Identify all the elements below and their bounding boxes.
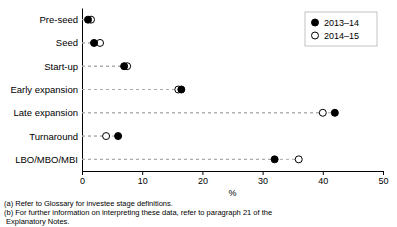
x-tick-label: 10: [138, 176, 148, 186]
x-tick-mark: [263, 171, 264, 175]
series-markers: [88, 16, 327, 163]
marker: [91, 39, 98, 46]
x-tick-label: 30: [258, 176, 268, 186]
legend-frame: [305, 12, 377, 46]
x-tick: 0: [80, 171, 85, 186]
footnote: (b) For further information on interpret…: [4, 208, 272, 217]
y-tick: LBO/MBO/MBI: [15, 154, 78, 165]
x-tick-mark: [323, 171, 324, 175]
connector: [82, 89, 178, 90]
x-tick: 20: [198, 171, 208, 186]
y-tick: Late expansion: [14, 107, 78, 118]
x-axis-line: [83, 172, 384, 176]
marker: [85, 16, 92, 23]
footnote: (a) Refer to Glossary for investee stage…: [4, 199, 173, 208]
legend-symbol: [312, 19, 319, 26]
marker: [103, 133, 110, 140]
y-tick-label: Turnaround: [29, 131, 78, 142]
x-tick-mark: [383, 171, 384, 175]
x-tick-label: 40: [318, 176, 328, 186]
footnote: Explanatory Notes.: [4, 217, 69, 226]
connectors: [82, 20, 323, 160]
x-axis: 0 10 20 30 40 50: [80, 171, 389, 186]
connector: [82, 136, 118, 137]
x-tick: 10: [138, 171, 148, 186]
connector: [82, 89, 181, 90]
legend-item: 2014–15: [312, 31, 360, 41]
x-tick-label: 20: [198, 176, 208, 186]
connector: [82, 159, 299, 160]
x-tick: 30: [258, 171, 268, 186]
chart: 0 10 20 30 40 50 Pre-seed Seed Start-up Early exp…: [0, 0, 397, 227]
marks: [82, 16, 338, 163]
connector: [82, 112, 335, 113]
marker: [295, 156, 302, 163]
legend-item: 2013–14: [312, 18, 360, 28]
legend-label: 2014–15: [324, 31, 359, 41]
legend-label: 2013–14: [324, 18, 359, 28]
series-markers: [85, 16, 339, 163]
y-tick-label: Seed: [56, 37, 78, 48]
marker: [331, 109, 338, 116]
y-tick: Seed: [56, 37, 78, 48]
marker: [271, 156, 278, 163]
plot: 0 10 20 30 40 50 Pre-seed Seed Start-up Early exp…: [10, 9, 388, 187]
y-tick-label: Start-up: [44, 61, 78, 72]
x-tick-label: 50: [378, 176, 388, 186]
marker: [121, 63, 128, 70]
y-tick: Early expansion: [10, 84, 78, 95]
y-tick-label: Late expansion: [14, 107, 78, 118]
x-tick-mark: [82, 171, 83, 175]
marker: [178, 86, 185, 93]
y-axis: Pre-seed Seed Start-up Early expansion Late …: [10, 9, 82, 172]
connector: [82, 112, 323, 113]
y-tick: Start-up: [44, 61, 78, 72]
y-tick-label: Early expansion: [10, 84, 78, 95]
marker: [115, 133, 122, 140]
x-tick: 50: [378, 171, 388, 186]
legend: 2013–14 2014–15: [305, 12, 377, 46]
marker: [319, 109, 326, 116]
x-tick: 40: [318, 171, 328, 186]
y-tick: Pre-seed: [39, 14, 78, 25]
x-axis-title: %: [228, 188, 236, 198]
connectors: [82, 20, 335, 160]
y-tick-label: Pre-seed: [39, 14, 78, 25]
x-tick-label: 0: [80, 176, 85, 186]
y-tick: Turnaround: [29, 131, 78, 142]
x-tick-mark: [202, 171, 203, 175]
x-tick-mark: [142, 171, 143, 175]
legend-symbol: [312, 32, 319, 39]
y-tick-label: LBO/MBO/MBI: [15, 154, 78, 165]
